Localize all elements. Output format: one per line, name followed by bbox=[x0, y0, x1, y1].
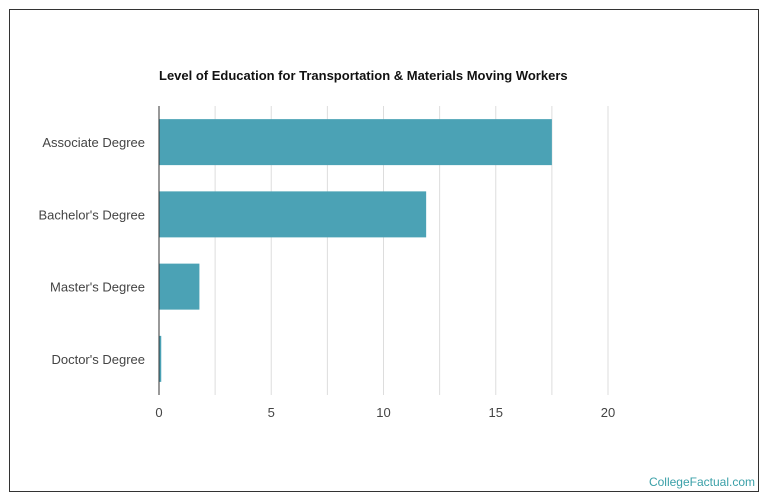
x-tick-label: 5 bbox=[268, 405, 275, 420]
chart-title: Level of Education for Transportation & … bbox=[159, 68, 568, 83]
bars bbox=[159, 119, 552, 382]
bar bbox=[159, 191, 427, 238]
category-label: Associate Degree bbox=[42, 135, 145, 150]
category-label: Bachelor's Degree bbox=[38, 207, 145, 222]
x-tick-label: 0 bbox=[155, 405, 162, 420]
category-label: Master's Degree bbox=[50, 280, 145, 295]
x-tick-label: 15 bbox=[489, 405, 503, 420]
x-tick-label: 10 bbox=[376, 405, 390, 420]
bar bbox=[159, 119, 552, 166]
labels: Associate Degree Bachelor's Degree Master'… bbox=[38, 135, 615, 420]
x-tick-label: 20 bbox=[601, 405, 615, 420]
credit-link[interactable]: CollegeFactual.com bbox=[648, 475, 755, 489]
category-label: Doctor's Degree bbox=[51, 352, 145, 367]
bar bbox=[159, 335, 162, 382]
bar bbox=[159, 263, 200, 310]
